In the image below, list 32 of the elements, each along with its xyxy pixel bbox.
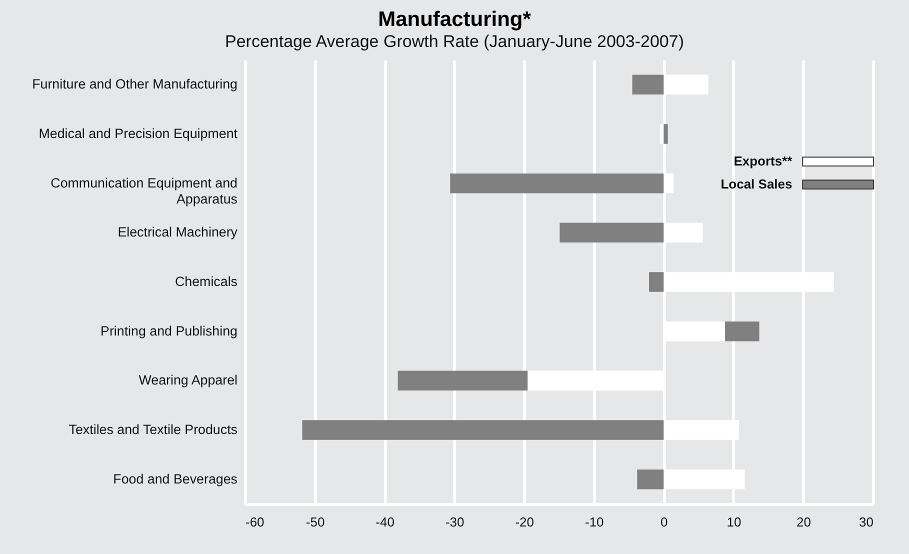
x-tick-label: -40 (376, 514, 394, 530)
text: Exports** (734, 154, 794, 168)
y-tick-label: Wearing Apparel (138, 372, 238, 388)
x-tick-label: -20 (515, 514, 534, 530)
bar (302, 420, 664, 440)
bar (450, 173, 664, 194)
x-tick-label: -60 (246, 514, 264, 530)
chart-subtitle: Percentage Average Growth Rate (January-June 2003-2007) (225, 32, 684, 51)
x-tick-label: 20 (796, 514, 811, 530)
chart-title: Manufacturing* (378, 8, 532, 31)
y-tick-label: Electrical Machinery (118, 224, 238, 240)
y-tick-label: Textiles and Textile Products (68, 422, 238, 437)
x-tick-label: 30 (859, 514, 874, 530)
y-tick-label: Food and Beverages (113, 471, 238, 486)
bar (649, 272, 664, 292)
x-tick-label: -50 (306, 514, 325, 530)
bar (637, 469, 664, 490)
bar (664, 124, 668, 144)
x-tick-label: 0 (660, 514, 668, 530)
y-tick-label: Chemicals (174, 274, 238, 289)
bar (398, 370, 528, 391)
x-tick-label: 10 (726, 514, 742, 530)
text: Local Sales (720, 176, 792, 192)
bar (725, 321, 760, 342)
y-tick-label: Printing and Publishing (100, 323, 238, 338)
x-tick-label: -10 (584, 514, 604, 530)
bar (560, 222, 664, 243)
x-tick-label: -30 (445, 514, 464, 530)
y-tick-label: Communication Equipment and Apparatus (50, 175, 238, 206)
y-tick-label: Furniture and Other Manufacturing (32, 76, 238, 92)
y-tick-label: Medical and Precision Equipment (38, 126, 238, 141)
bar (632, 74, 664, 95)
